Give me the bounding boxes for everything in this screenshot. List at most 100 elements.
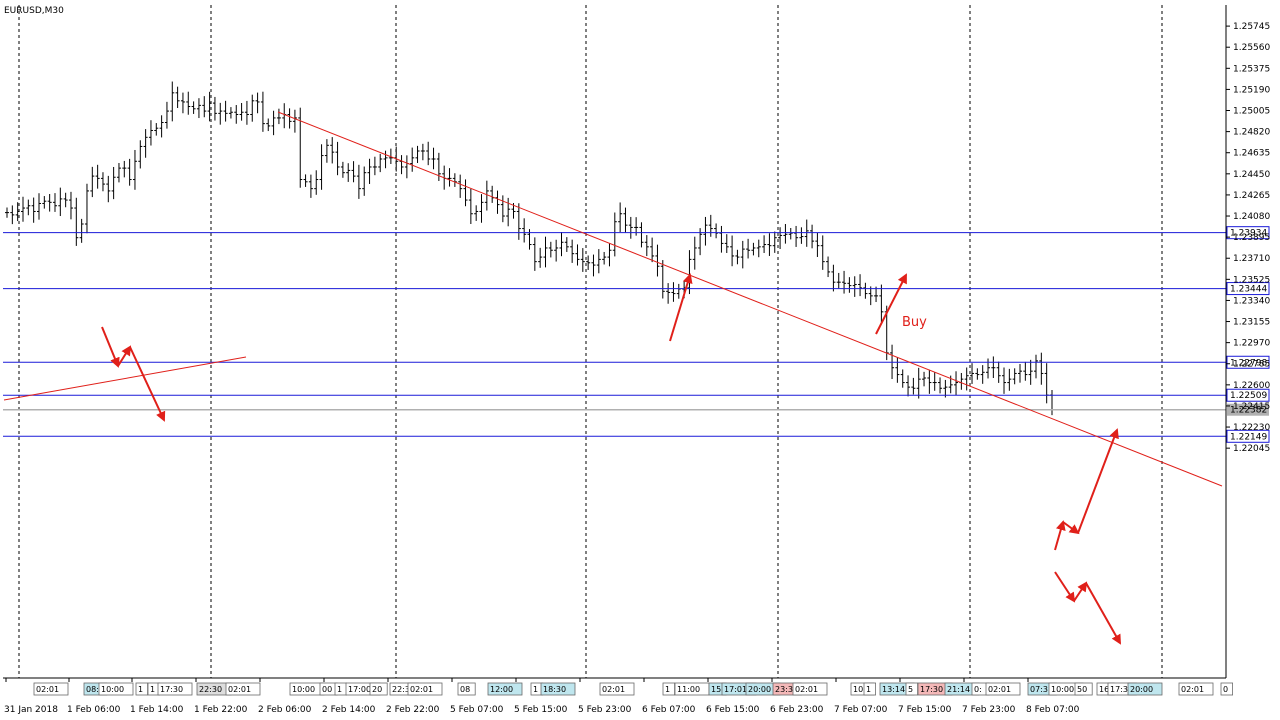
candle-111	[596, 249, 601, 274]
time-tag-19: 02:01	[602, 685, 625, 694]
time-tag-20: 1	[665, 685, 670, 694]
projection-arrow-2[interactable]	[129, 346, 166, 422]
time-tag-22: 15	[711, 685, 721, 694]
time-tag-35: 07:3	[1030, 685, 1048, 694]
candle-150	[804, 219, 809, 247]
time-tag-12: 20	[372, 685, 382, 694]
price-tick-label-16: 1.22785	[1233, 360, 1270, 370]
projection-arrow-1[interactable]	[117, 345, 132, 367]
price-tick-label-2: 1.25375	[1233, 64, 1270, 74]
trend-drawings[interactable]	[3, 111, 1223, 645]
candle-44	[239, 102, 244, 121]
candle-161	[863, 282, 868, 299]
candle-94	[506, 197, 511, 227]
candle-37	[202, 96, 207, 118]
candle-190	[1018, 363, 1023, 383]
projection-arrow-8[interactable]	[1054, 571, 1076, 603]
time-tick-label-5: 2 Feb 14:00	[322, 705, 376, 715]
price-tick-label-6: 1.24635	[1233, 149, 1270, 159]
candle-187	[1002, 367, 1007, 394]
candle-66	[356, 164, 361, 199]
candle-48	[260, 91, 265, 132]
candle-5	[31, 197, 36, 223]
time-tag-10: 1	[337, 685, 342, 694]
horizontal-levels[interactable]: 1.23934 1.23444 1.22798 1.22509 1.22149 1.223…	[3, 226, 1270, 443]
time-tag-box-15	[457, 682, 476, 696]
candle-192	[1028, 359, 1033, 385]
time-tick-label-8: 5 Feb 15:00	[514, 705, 568, 715]
candle-93	[500, 195, 505, 223]
candle-40	[218, 102, 223, 125]
candle-65	[351, 161, 356, 183]
projection-arrow-5[interactable]	[1054, 520, 1066, 551]
time-tag-box-26	[792, 682, 828, 696]
candle-90	[484, 180, 489, 211]
level-label-2: 1.22798	[1230, 358, 1267, 368]
candle-45	[244, 100, 249, 125]
candle-16	[90, 166, 95, 198]
time-tag-38: 16	[1099, 685, 1109, 694]
ascending-trendline[interactable]	[3, 356, 247, 401]
projection-arrow-9[interactable]	[1073, 581, 1088, 602]
descending-trendline[interactable]	[277, 111, 1223, 487]
candle-136	[730, 235, 735, 267]
level-label-3: 1.22509	[1230, 391, 1267, 401]
candle-159	[852, 276, 857, 297]
projection-arrow-4[interactable]	[875, 273, 907, 335]
price-axis: 1.25745 1.25560 1.25375 1.25190 1.25005 1.248…	[3, 5, 1270, 679]
time-tag-box-30	[905, 682, 919, 696]
candle-151	[810, 224, 815, 249]
candle-194	[1039, 352, 1044, 385]
candle-120	[644, 235, 649, 257]
candle-15	[84, 183, 89, 234]
current-price-box	[1227, 403, 1269, 416]
candle-137	[735, 249, 740, 265]
candle-115	[618, 202, 623, 232]
time-tag-5: 17:30	[160, 685, 183, 694]
candle-158	[847, 277, 852, 293]
candle-2	[15, 202, 20, 222]
candle-22	[122, 160, 127, 178]
projection-arrow-10[interactable]	[1085, 582, 1121, 645]
candle-63	[340, 161, 345, 178]
time-tag-7: 02:01	[228, 685, 251, 694]
time-tag-box-34	[985, 682, 1021, 696]
level-box-3	[1226, 388, 1270, 402]
candle-157	[842, 270, 847, 294]
time-tag-6: 22:30	[199, 685, 222, 694]
level-box-1	[1226, 282, 1270, 296]
candle-172	[922, 371, 927, 387]
candle-155	[831, 264, 836, 292]
candle-25	[138, 140, 143, 169]
time-tag-box-37	[1074, 682, 1093, 696]
projection-arrow-6[interactable]	[1062, 521, 1080, 535]
candle-141	[756, 239, 761, 258]
projection-arrow-3[interactable]	[669, 273, 693, 342]
candle-30	[164, 101, 169, 129]
buy-annotation: Buy	[902, 315, 927, 330]
candle-23	[127, 158, 132, 186]
candle-77	[415, 145, 420, 163]
time-tag-17: 1	[533, 685, 538, 694]
candle-170	[911, 377, 916, 395]
candle-8	[47, 194, 52, 212]
candle-69	[372, 156, 377, 176]
projection-arrow-7[interactable]	[1077, 428, 1119, 534]
projection-arrow-0[interactable]	[101, 326, 120, 368]
time-tick-label-2: 1 Feb 14:00	[130, 705, 184, 715]
level-label-0: 1.23934	[1230, 229, 1267, 239]
candle-7	[42, 196, 47, 209]
candle-68	[367, 158, 372, 184]
candle-58	[314, 170, 319, 195]
candle-173	[927, 369, 932, 394]
price-tick-label-14: 1.23155	[1233, 318, 1270, 328]
time-tag-34: 02:01	[988, 685, 1011, 694]
time-tag-30: 5	[908, 685, 913, 694]
candle-10	[58, 187, 63, 217]
candle-26	[143, 129, 148, 158]
candle-50	[271, 110, 276, 136]
candle-series	[5, 81, 1054, 416]
candle-146	[783, 224, 788, 244]
